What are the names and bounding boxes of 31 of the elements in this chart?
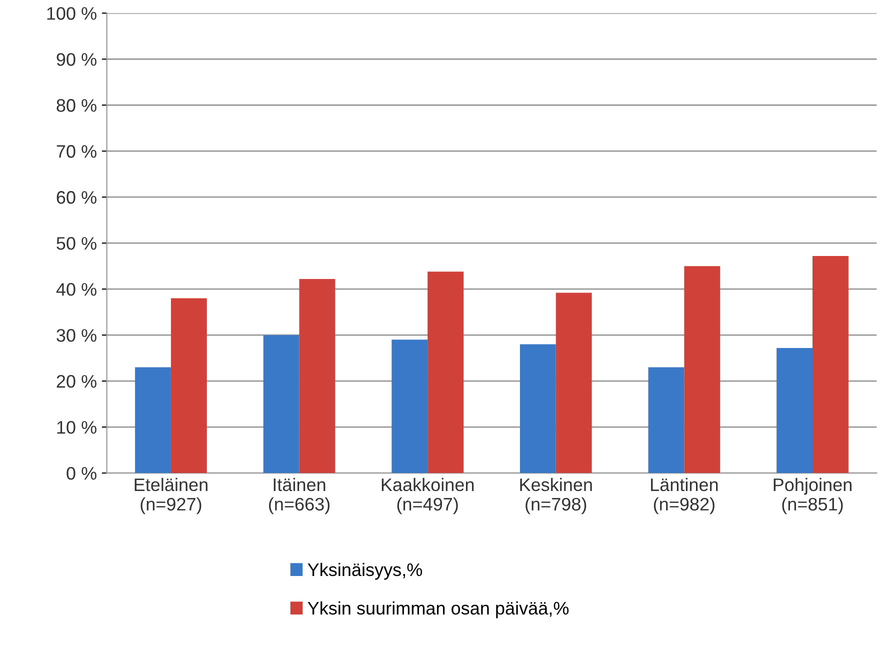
- y-tick-label: 0 %: [66, 466, 96, 480]
- x-tick-label: Keskinen (n=798): [520, 478, 592, 514]
- y-tick-label: 20 %: [56, 374, 96, 388]
- y-tick-label: 80 %: [56, 99, 96, 112]
- x-tick-label: Itäinen (n=663): [269, 478, 330, 514]
- bar: [648, 367, 684, 474]
- y-tick-label: 40 %: [56, 283, 96, 296]
- bar: [135, 367, 171, 474]
- bar: [392, 340, 428, 474]
- bar: [684, 266, 720, 474]
- bar: [299, 278, 336, 474]
- y-tick-label: 100 %: [47, 7, 96, 20]
- x-tick-label: Läntinen (n=982): [651, 478, 718, 514]
- x-tick-label: Kaakkoinen (n=497): [382, 478, 474, 514]
- y-tick-label: 30 %: [56, 329, 96, 342]
- y-tick-label: 50 %: [56, 237, 96, 250]
- bar: [556, 292, 592, 474]
- bar: [776, 348, 812, 474]
- x-tick-label: Pohjoinen (n=851): [774, 478, 852, 514]
- legend-label: Yksin suurimman osan päivää,%: [308, 601, 569, 618]
- legend-label: Yksinäisyys,%: [308, 562, 422, 580]
- y-tick-label: 70 %: [56, 145, 96, 158]
- bar: [520, 344, 556, 474]
- x-tick-label: Eteläinen (n=927): [134, 478, 208, 514]
- y-tick-label: 10 %: [57, 420, 96, 434]
- bar: [812, 256, 848, 474]
- bar: [428, 272, 464, 474]
- bar: [170, 298, 207, 474]
- y-tick-label: 60 %: [56, 191, 96, 204]
- bar: [263, 335, 300, 474]
- y-tick-label: 90 %: [56, 53, 96, 66]
